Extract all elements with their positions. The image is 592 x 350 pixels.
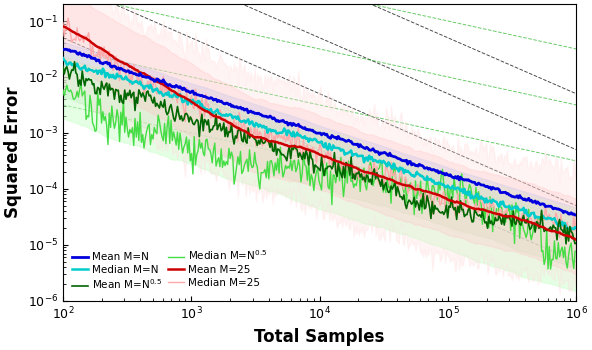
Median M=N <box>430 178 437 183</box>
Median M=N <box>382 162 390 166</box>
Mean M=N$^{0.5}$ <box>59 64 66 69</box>
Mean M=N <box>123 69 130 73</box>
Mean M=N <box>59 48 66 52</box>
Mean M=N$^{0.5}$ <box>384 187 391 191</box>
Median M=N$^{0.5}$ <box>573 249 580 253</box>
Line: Median M=N: Median M=N <box>63 58 577 229</box>
Median M=N <box>570 227 577 231</box>
Mean M=25 <box>573 238 580 242</box>
Median M=N <box>121 76 128 80</box>
Median M=25 <box>123 72 130 76</box>
Median M=25 <box>59 21 66 25</box>
Median M=N$^{0.5}$ <box>547 267 554 271</box>
Mean M=N <box>62 47 69 51</box>
Mean M=N <box>384 153 391 157</box>
Median M=N <box>263 125 270 129</box>
Mean M=25 <box>59 25 66 29</box>
Median M=N$^{0.5}$ <box>59 88 66 92</box>
Line: Mean M=25: Mean M=25 <box>63 27 577 240</box>
Line: Median M=N$^{0.5}$: Median M=N$^{0.5}$ <box>63 84 577 269</box>
Median M=25 <box>384 168 391 172</box>
Mean M=N <box>264 115 271 119</box>
Mean M=N$^{0.5}$ <box>573 241 580 245</box>
Line: Median M=25: Median M=25 <box>63 18 577 238</box>
Median M=N$^{0.5}$ <box>434 197 441 202</box>
Mean M=N <box>228 104 235 108</box>
Median M=25 <box>65 16 72 20</box>
Line: Mean M=N: Mean M=N <box>63 49 577 215</box>
Median M=25 <box>264 130 271 134</box>
Mean M=N$^{0.5}$ <box>562 242 570 246</box>
Median M=N <box>433 181 440 185</box>
Median M=N <box>227 112 234 117</box>
Median M=25 <box>228 124 235 128</box>
Mean M=25 <box>227 121 234 125</box>
Median M=N <box>573 226 580 231</box>
Mean M=N$^{0.5}$ <box>434 206 441 210</box>
Mean M=25 <box>430 191 437 196</box>
Median M=N$^{0.5}$ <box>384 175 391 180</box>
Mean M=N$^{0.5}$ <box>71 60 78 64</box>
Mean M=25 <box>382 176 390 180</box>
Mean M=N$^{0.5}$ <box>264 138 271 142</box>
Mean M=N <box>431 168 438 172</box>
Median M=N$^{0.5}$ <box>431 190 438 194</box>
Mean M=25 <box>263 137 270 141</box>
Median M=25 <box>434 195 441 199</box>
Y-axis label: Squared Error: Squared Error <box>4 87 22 218</box>
Mean M=N <box>573 213 580 217</box>
Median M=N$^{0.5}$ <box>78 82 85 86</box>
Line: Mean M=N$^{0.5}$: Mean M=N$^{0.5}$ <box>63 62 577 244</box>
Mean M=N$^{0.5}$ <box>431 203 438 208</box>
X-axis label: Total Samples: Total Samples <box>255 328 385 346</box>
Median M=25 <box>431 190 438 194</box>
Median M=N <box>59 56 66 60</box>
Median M=N$^{0.5}$ <box>264 159 271 163</box>
Mean M=N <box>434 168 441 173</box>
Mean M=25 <box>121 62 128 66</box>
Median M=25 <box>556 236 563 240</box>
Median M=N$^{0.5}$ <box>228 150 235 154</box>
Mean M=N$^{0.5}$ <box>123 97 130 102</box>
Mean M=N$^{0.5}$ <box>228 122 235 126</box>
Median M=25 <box>573 217 580 221</box>
Mean M=25 <box>433 192 440 196</box>
Legend: Mean M=N, Median M=N, Mean M=N$^{0.5}$, Median M=N$^{0.5}$, Mean M=25, Median M=: Mean M=N, Median M=N, Mean M=N$^{0.5}$, … <box>68 244 272 296</box>
Median M=N$^{0.5}$ <box>123 115 130 119</box>
